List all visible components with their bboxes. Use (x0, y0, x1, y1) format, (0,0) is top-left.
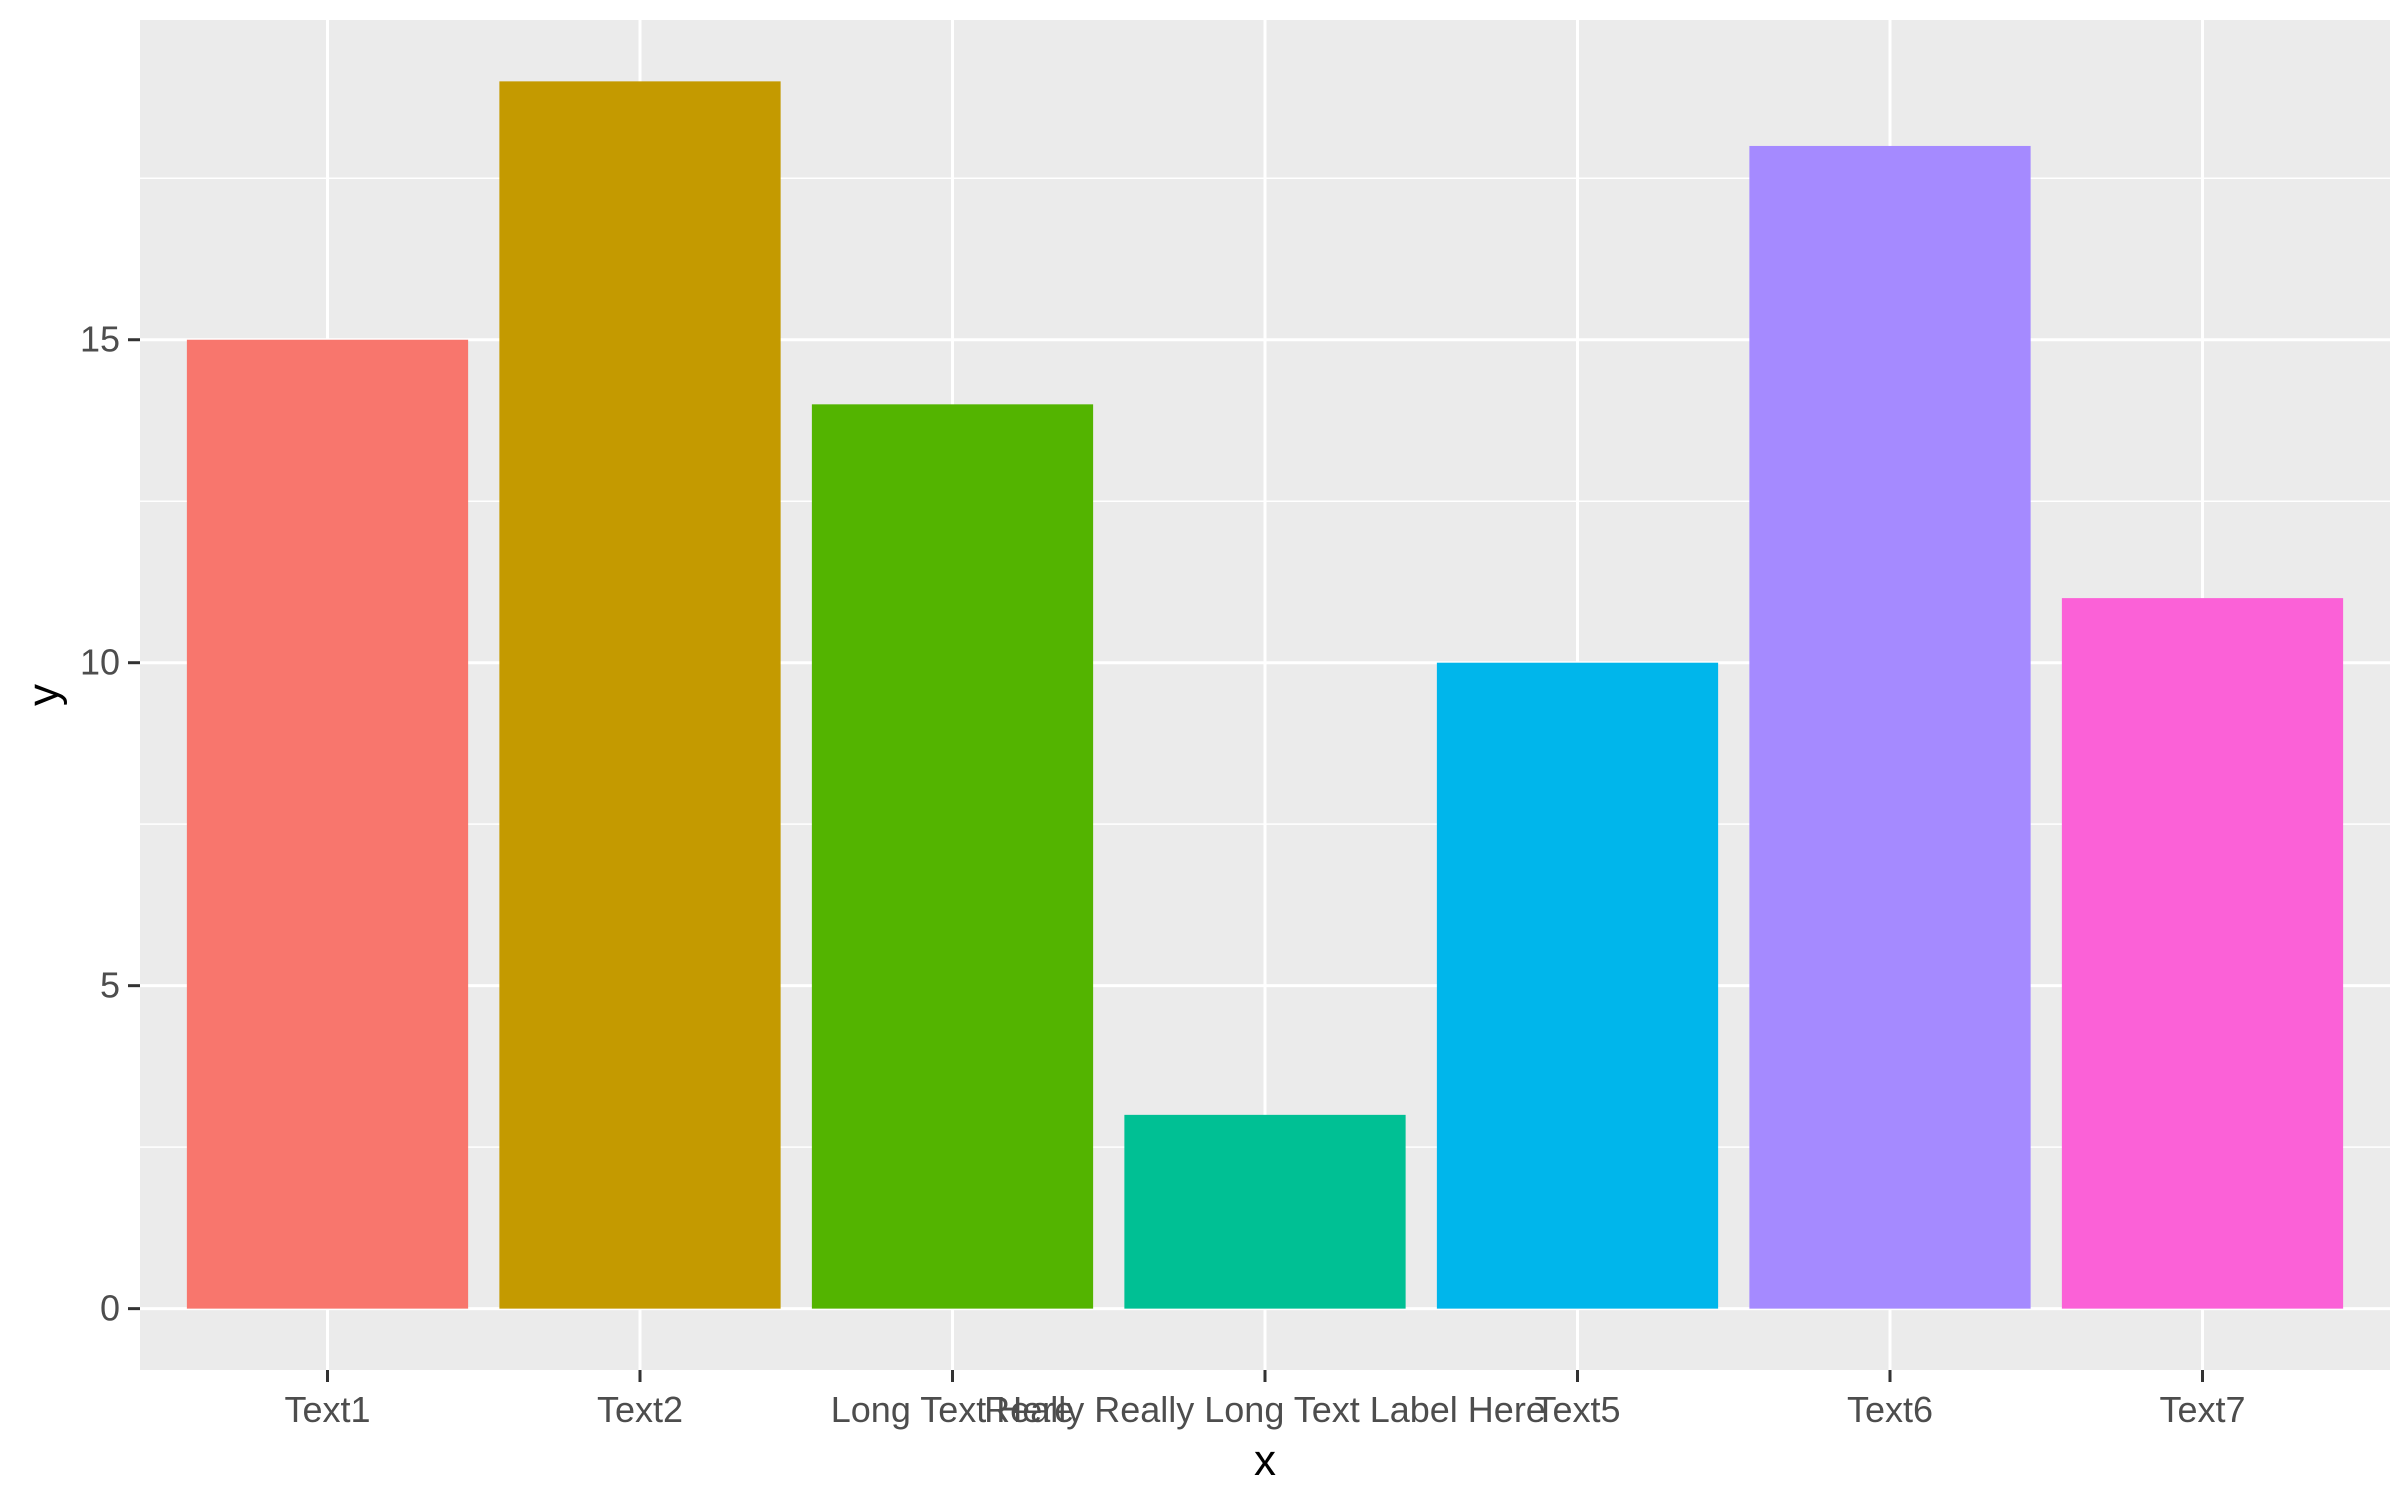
bar (499, 81, 781, 1309)
x-tick-label: Text6 (1847, 1389, 1933, 1430)
x-tick-label: Text1 (284, 1389, 370, 1430)
bar (1749, 145, 2031, 1309)
bar (186, 339, 469, 1309)
x-tick-label: Really Really Long Text Label Here (984, 1389, 1546, 1430)
bar (2061, 598, 2344, 1309)
x-tick-label: Text2 (597, 1389, 683, 1430)
y-tick-label: 15 (80, 319, 120, 360)
y-axis-title: y (19, 684, 68, 706)
y-tick-label: 10 (80, 642, 120, 683)
bars (186, 81, 2344, 1309)
y-tick-label: 5 (100, 965, 120, 1006)
x-tick-label: Text5 (1534, 1389, 1620, 1430)
x-axis-title: x (1254, 1436, 1276, 1485)
bar (811, 404, 1094, 1309)
x-tick-label: Long Text Here (831, 1389, 1075, 1430)
bar (1436, 662, 1719, 1309)
y-tick-label: 0 (100, 1288, 120, 1329)
x-tick-label: Text7 (2159, 1389, 2245, 1430)
bar (1124, 1114, 1406, 1309)
y-axis: 0 5 10 15 (80, 319, 140, 1329)
